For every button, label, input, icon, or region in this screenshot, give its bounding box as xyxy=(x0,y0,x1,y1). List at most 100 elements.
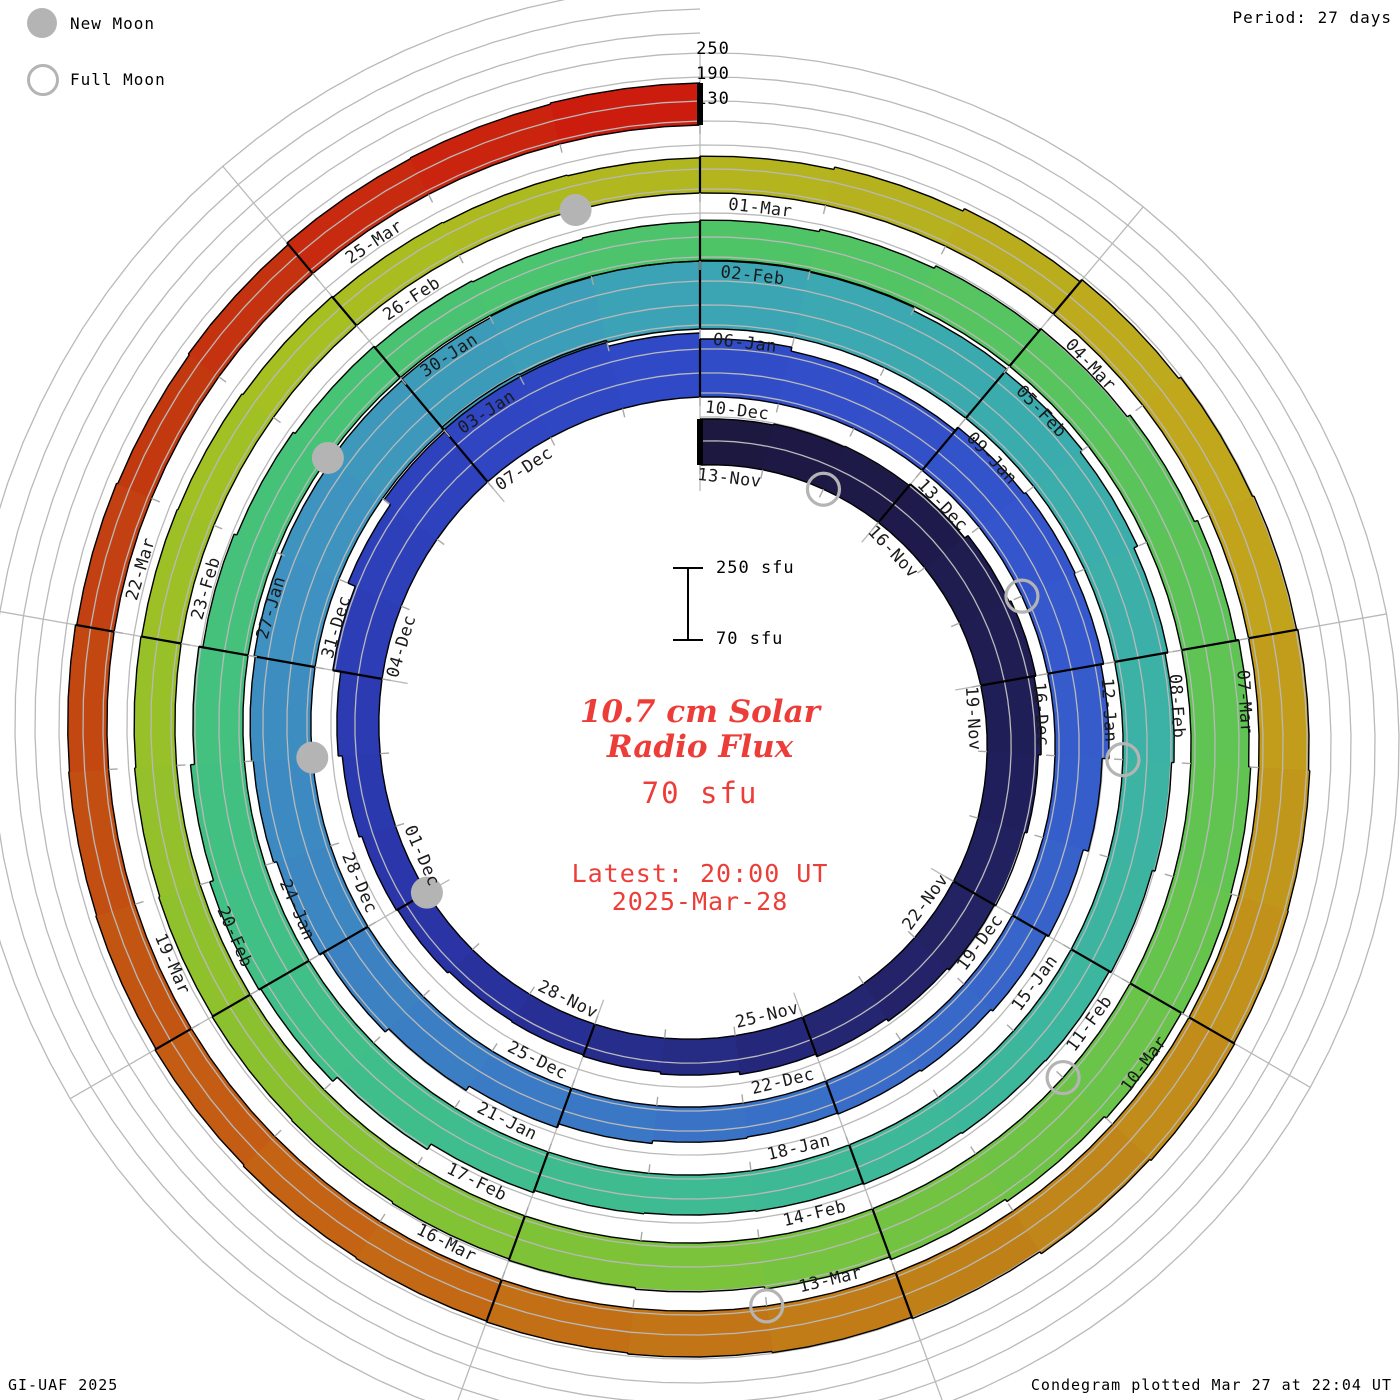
segment-divider xyxy=(894,1272,914,1319)
day-tick xyxy=(1113,758,1123,761)
radial-gridline xyxy=(793,992,943,1400)
day-tick xyxy=(907,930,916,939)
bar-top-outline xyxy=(1110,870,1153,973)
bar-top-outline xyxy=(430,1143,534,1194)
day-tick xyxy=(1180,1012,1190,1018)
day-tick xyxy=(1075,568,1085,574)
scalebar-top-label: 250 sfu xyxy=(716,558,795,578)
bar-top-outline xyxy=(1154,762,1173,872)
date-label: 07-Mar xyxy=(1232,669,1256,735)
latest-date-label: 2025-Mar-28 xyxy=(611,887,789,916)
full-moon-marker xyxy=(1105,742,1141,778)
day-tick xyxy=(932,1089,939,1098)
scalebar-bottom-cap xyxy=(673,639,703,641)
bar-top-outline xyxy=(876,381,956,432)
day-tick xyxy=(749,1161,752,1171)
bar-step xyxy=(833,166,836,170)
credit-left: GI-UAF 2025 xyxy=(8,1376,119,1394)
day-tick xyxy=(491,1043,498,1052)
bar-step xyxy=(292,431,296,435)
bar-top-outline xyxy=(189,764,215,881)
day-tick xyxy=(1229,892,1239,897)
bar-top-outline xyxy=(809,271,915,309)
day-tick xyxy=(849,428,855,437)
day-tick xyxy=(1056,1070,1064,1079)
bar-top-outline xyxy=(294,345,375,435)
bar-top-outline xyxy=(1073,573,1105,664)
day-tick xyxy=(915,469,923,478)
bar-top-outline xyxy=(117,354,190,485)
bar-top-outline xyxy=(591,260,701,277)
bar-step xyxy=(242,1164,245,1167)
day-tick xyxy=(807,271,811,281)
day-tick xyxy=(764,1296,768,1306)
day-tick xyxy=(213,524,223,530)
bar-step xyxy=(1083,849,1089,852)
bar-step xyxy=(790,347,793,352)
bar-top-outline xyxy=(912,309,1008,370)
bar-top-outline xyxy=(508,1259,636,1289)
bar-top-outline xyxy=(1081,279,1180,380)
bar-top-outline xyxy=(699,418,774,426)
bar-top-outline xyxy=(442,174,568,224)
day-tick xyxy=(308,955,318,962)
day-tick xyxy=(218,376,227,383)
credit-right: Condegram plotted Mar 27 at 22:04 UT xyxy=(1030,1376,1392,1394)
bar-top-outline xyxy=(448,971,513,1022)
full-moon-marker xyxy=(749,1288,785,1324)
day-tick xyxy=(1004,910,1013,916)
day-tick xyxy=(244,760,254,763)
day-tick xyxy=(501,1271,506,1281)
day-tick xyxy=(323,1082,332,1091)
day-tick xyxy=(1080,445,1089,452)
bar-top-outline xyxy=(242,295,333,396)
flux-bar xyxy=(252,757,331,863)
bar-top-outline xyxy=(391,1202,510,1260)
segment-divider xyxy=(154,1027,192,1051)
flux-bar xyxy=(699,155,835,206)
day-tick xyxy=(570,1079,576,1089)
bar-top-outline xyxy=(863,1131,962,1186)
bar-step xyxy=(1127,414,1131,418)
bar-top-outline xyxy=(652,1137,748,1143)
bar-step xyxy=(1044,1060,1047,1062)
bar-top-outline xyxy=(95,915,157,1050)
bar-top-outline xyxy=(441,373,519,428)
segment-divider xyxy=(871,1208,892,1260)
day-tick xyxy=(640,1231,643,1241)
segment-divider xyxy=(877,483,912,524)
full-moon-marker xyxy=(805,471,842,507)
bar-top-outline xyxy=(1253,495,1298,630)
day-tick xyxy=(733,1026,736,1036)
bar-step xyxy=(1004,1198,1008,1203)
bar-step xyxy=(426,1143,432,1151)
day-tick xyxy=(590,276,595,286)
day-tick xyxy=(1099,853,1109,858)
day-tick xyxy=(199,881,209,886)
day-tick xyxy=(741,1094,744,1104)
day-tick xyxy=(400,605,410,611)
bar-step xyxy=(919,1069,922,1072)
bar-top-outline xyxy=(401,317,491,380)
day-tick xyxy=(330,842,340,847)
bar-top-outline xyxy=(286,157,411,244)
scalebar-top-cap xyxy=(673,567,703,569)
day-tick xyxy=(373,1036,381,1044)
bar-top-outline xyxy=(910,483,966,539)
bar-step xyxy=(209,879,214,883)
flux-bar xyxy=(133,636,182,769)
day-tick xyxy=(395,822,405,827)
moon-markers xyxy=(296,194,1141,1324)
bar-step xyxy=(391,1201,394,1204)
day-tick xyxy=(487,481,494,490)
bar-top-outline xyxy=(280,460,333,555)
day-tick xyxy=(1063,944,1072,950)
day-tick xyxy=(760,469,764,479)
chart-title-line2: Radio Flux xyxy=(606,729,794,765)
segment-divider xyxy=(964,368,1008,419)
bar-step xyxy=(1152,869,1156,872)
bar-top-outline xyxy=(964,207,1081,283)
day-tick xyxy=(381,678,392,682)
day-tick xyxy=(528,986,536,995)
